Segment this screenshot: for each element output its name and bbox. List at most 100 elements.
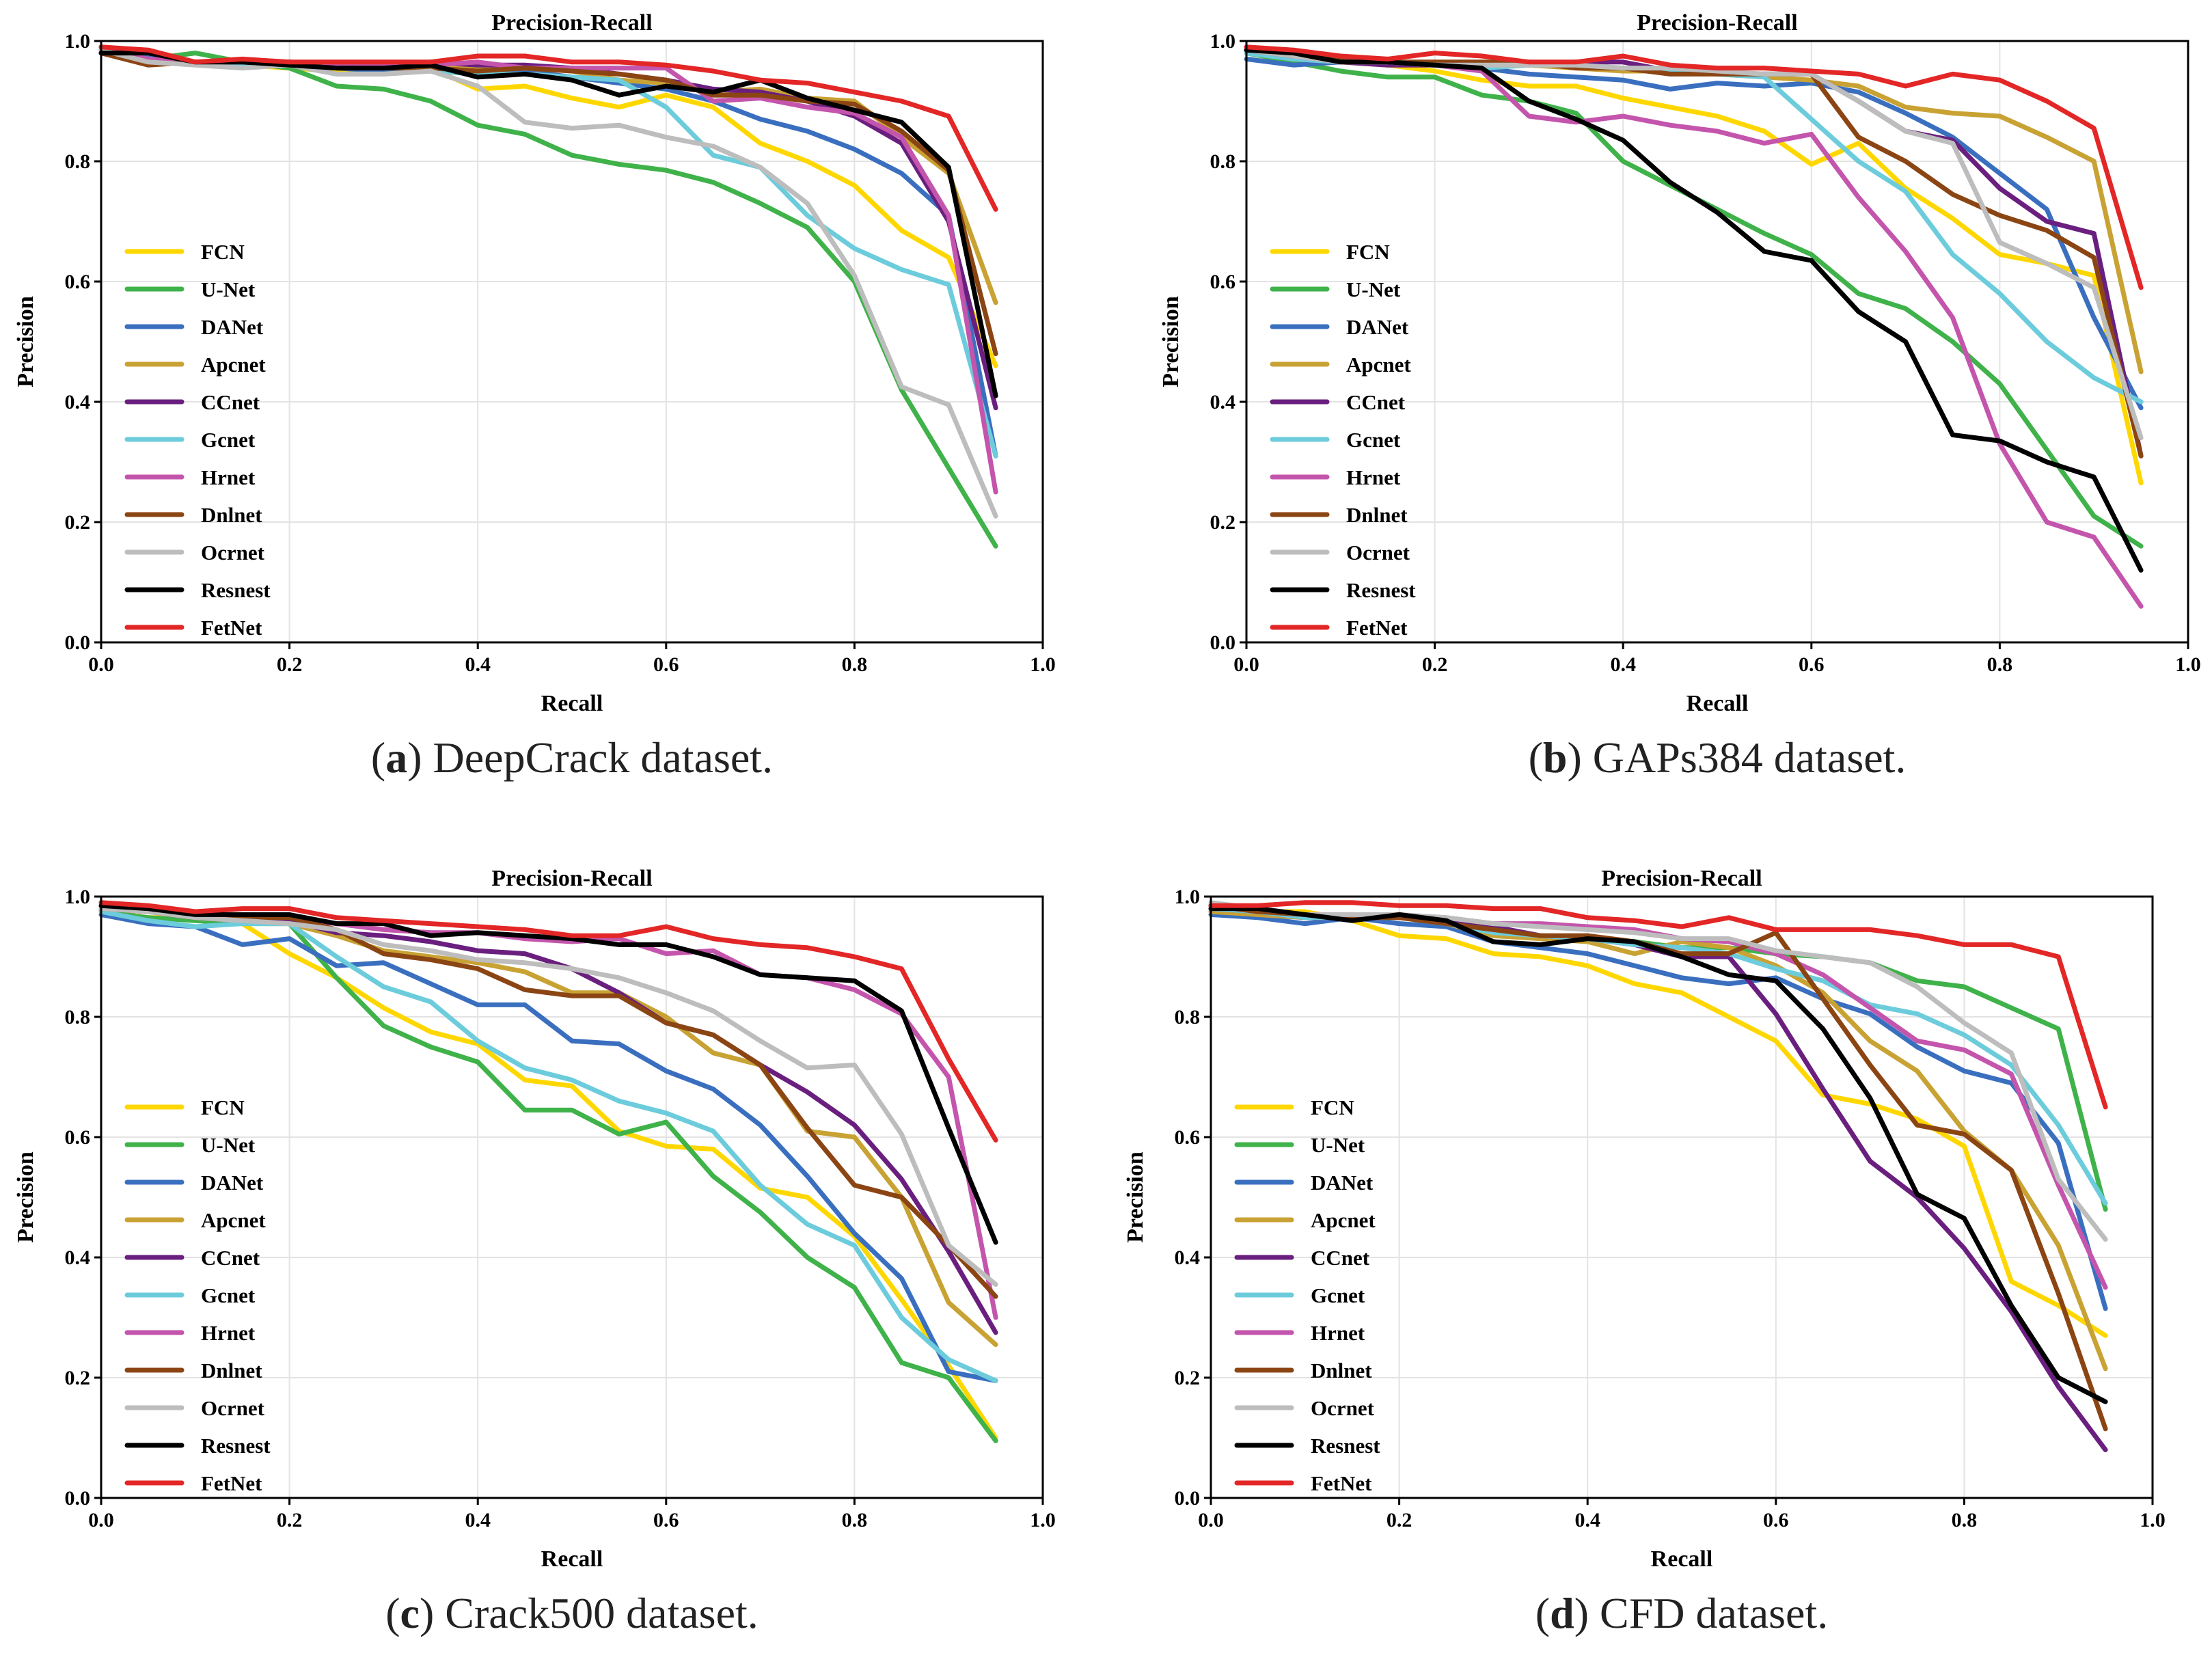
y-tick-label: 1.0 (1175, 886, 1201, 908)
x-tick-label: 0.4 (465, 1509, 491, 1531)
legend-label-fetnet: FetNet (201, 1471, 262, 1495)
caption-letter: b (1543, 733, 1568, 782)
series-line-hrnet (98, 47, 998, 495)
caption-close-paren: ) (420, 1589, 445, 1637)
legend-label-gcnet: Gcnet (201, 428, 256, 452)
series-line-fetnet (98, 44, 998, 212)
y-tick-label: 0.0 (1210, 631, 1236, 654)
series-group (1244, 44, 2144, 609)
x-tick-label: 0.2 (1422, 653, 1448, 676)
y-tick-label: 0.0 (1175, 1487, 1201, 1510)
caption-letter: d (1550, 1589, 1574, 1637)
series-line-ocrnet (98, 47, 998, 519)
chart-title: Precision-Recall (1601, 866, 1762, 891)
x-tick-label: 0.8 (1952, 1509, 1978, 1531)
legend-label-hrnet: Hrnet (201, 1321, 256, 1345)
legend-label-gcnet: Gcnet (1311, 1283, 1365, 1307)
series-group (98, 900, 998, 1443)
x-tick-label: 0.6 (653, 1509, 679, 1531)
series-line-resnest (98, 51, 998, 398)
legend-label-danet: DANet (1311, 1171, 1374, 1195)
x-tick-label: 0.0 (1233, 653, 1259, 676)
legend-label-u-net: U-Net (1311, 1133, 1365, 1157)
legend-label-hrnet: Hrnet (1311, 1321, 1365, 1345)
legend-label-ccnet: CCnet (201, 390, 260, 414)
x-axis-label: Recall (541, 1546, 603, 1572)
caption-open-paren: ( (1535, 1589, 1550, 1637)
plot-frame (100, 895, 1044, 1499)
x-tick-label: 0.2 (277, 653, 303, 676)
legend: FCN U-Net DANet Apcnet CCnet Gcnet Hrnet Dnlnet… (124, 1095, 271, 1495)
y-tick-label: 0.4 (65, 1246, 91, 1269)
y-tick-label: 0.8 (65, 1006, 91, 1028)
y-tick-label: 0.6 (1210, 271, 1236, 293)
legend-label-ocrnet: Ocrnet (201, 541, 265, 564)
legend-label-resnest: Resnest (1311, 1434, 1380, 1458)
y-tick-label: 0.8 (65, 150, 91, 173)
caption-close-paren: ) (1567, 733, 1592, 782)
legend-label-hrnet: Hrnet (201, 465, 256, 489)
y-tick-label: 1.0 (1210, 30, 1236, 53)
series-line-dnlnet (98, 906, 998, 1299)
x-tick-label: 0.4 (1574, 1509, 1600, 1531)
x-tick-label: 0.8 (842, 653, 868, 676)
x-tick-label: 0.4 (1610, 653, 1636, 676)
caption-text: DeepCrack dataset. (433, 733, 774, 782)
legend-label-apcnet: Apcnet (1346, 353, 1411, 377)
legend-label-gcnet: Gcnet (1346, 428, 1401, 452)
legend-label-apcnet: Apcnet (201, 353, 266, 377)
legend-label-dnlnet: Dnlnet (1346, 503, 1408, 527)
legend-label-ocrnet: Ocrnet (1311, 1396, 1375, 1420)
legend-label-danet: DANet (201, 315, 264, 339)
series-line-gcnet (98, 909, 998, 1383)
plot-frame (100, 40, 1044, 644)
series-line-dnlnet (98, 51, 998, 357)
legend-label-fcn: FCN (1346, 240, 1390, 264)
y-axis-label: Precision (13, 1151, 38, 1243)
legend-label-danet: DANet (1346, 315, 1409, 339)
caption-open-paren: ( (1529, 733, 1543, 782)
panel-caption: (d) CFD dataset. (1535, 1589, 1828, 1637)
legend-label-u-net: U-Net (201, 1133, 256, 1157)
series-line-fetnet (98, 900, 998, 1143)
caption-close-paren: ) (407, 733, 433, 782)
panel-deepcrack: 0.0 0.2 0.4 0.6 0.8 1.0 0.0 0.2 0.4 0.6 0.8 1.0 Prec… (13, 10, 1056, 782)
panel-caption: (b) GAPs384 dataset. (1529, 733, 1907, 782)
caption-text: GAPs384 dataset. (1593, 733, 1907, 782)
chart-title: Precision-Recall (491, 866, 652, 891)
series-line-ocrnet (98, 906, 998, 1287)
y-tick-label: 0.0 (65, 631, 91, 654)
x-tick-label: 0.8 (842, 1509, 868, 1531)
caption-close-paren: ) (1574, 1589, 1600, 1637)
legend-label-fetnet: FetNet (201, 616, 262, 640)
legend-label-ccnet: CCnet (1311, 1246, 1370, 1270)
legend: FCN U-Net DANet Apcnet CCnet Gcnet Hrnet Dnlnet… (1234, 1095, 1380, 1495)
legend-label-dnlnet: Dnlnet (1311, 1359, 1372, 1382)
series-line-gcnet (1244, 51, 2144, 405)
y-tick-label: 0.6 (1175, 1126, 1201, 1149)
y-tick-label: 1.0 (65, 30, 91, 53)
plot-frame (1245, 40, 2189, 644)
series-line-fcn (1208, 906, 2108, 1338)
legend-label-gcnet: Gcnet (201, 1283, 256, 1307)
caption-letter: a (385, 733, 407, 782)
x-tick-label: 0.6 (1763, 1509, 1789, 1531)
legend-label-u-net: U-Net (1346, 277, 1401, 301)
legend-label-ocrnet: Ocrnet (1346, 541, 1410, 564)
caption-text: Crack500 dataset. (445, 1589, 759, 1637)
caption-open-paren: ( (371, 733, 385, 782)
panel-gaps384: 0.0 0.2 0.4 0.6 0.8 1.0 0.0 0.2 0.4 0.6 0.8 1.0 Prec… (1158, 10, 2201, 782)
y-tick-label: 0.4 (1210, 391, 1236, 413)
x-axis-label: Recall (1687, 691, 1749, 716)
chart-title: Precision-Recall (1637, 10, 1797, 36)
x-tick-label: 1.0 (1030, 653, 1056, 676)
legend: FCN U-Net DANet Apcnet CCnet Gcnet Hrnet Dnlnet… (124, 240, 271, 640)
x-tick-label: 0.4 (465, 653, 491, 676)
series-line-resnest (98, 903, 998, 1245)
y-tick-label: 0.0 (65, 1487, 91, 1510)
series-line-fetnet (1208, 900, 2108, 1110)
series-line-apcnet (98, 906, 998, 1348)
legend-label-danet: DANet (201, 1171, 264, 1195)
y-tick-label: 0.4 (1175, 1246, 1201, 1269)
x-axis-label: Recall (541, 691, 603, 716)
